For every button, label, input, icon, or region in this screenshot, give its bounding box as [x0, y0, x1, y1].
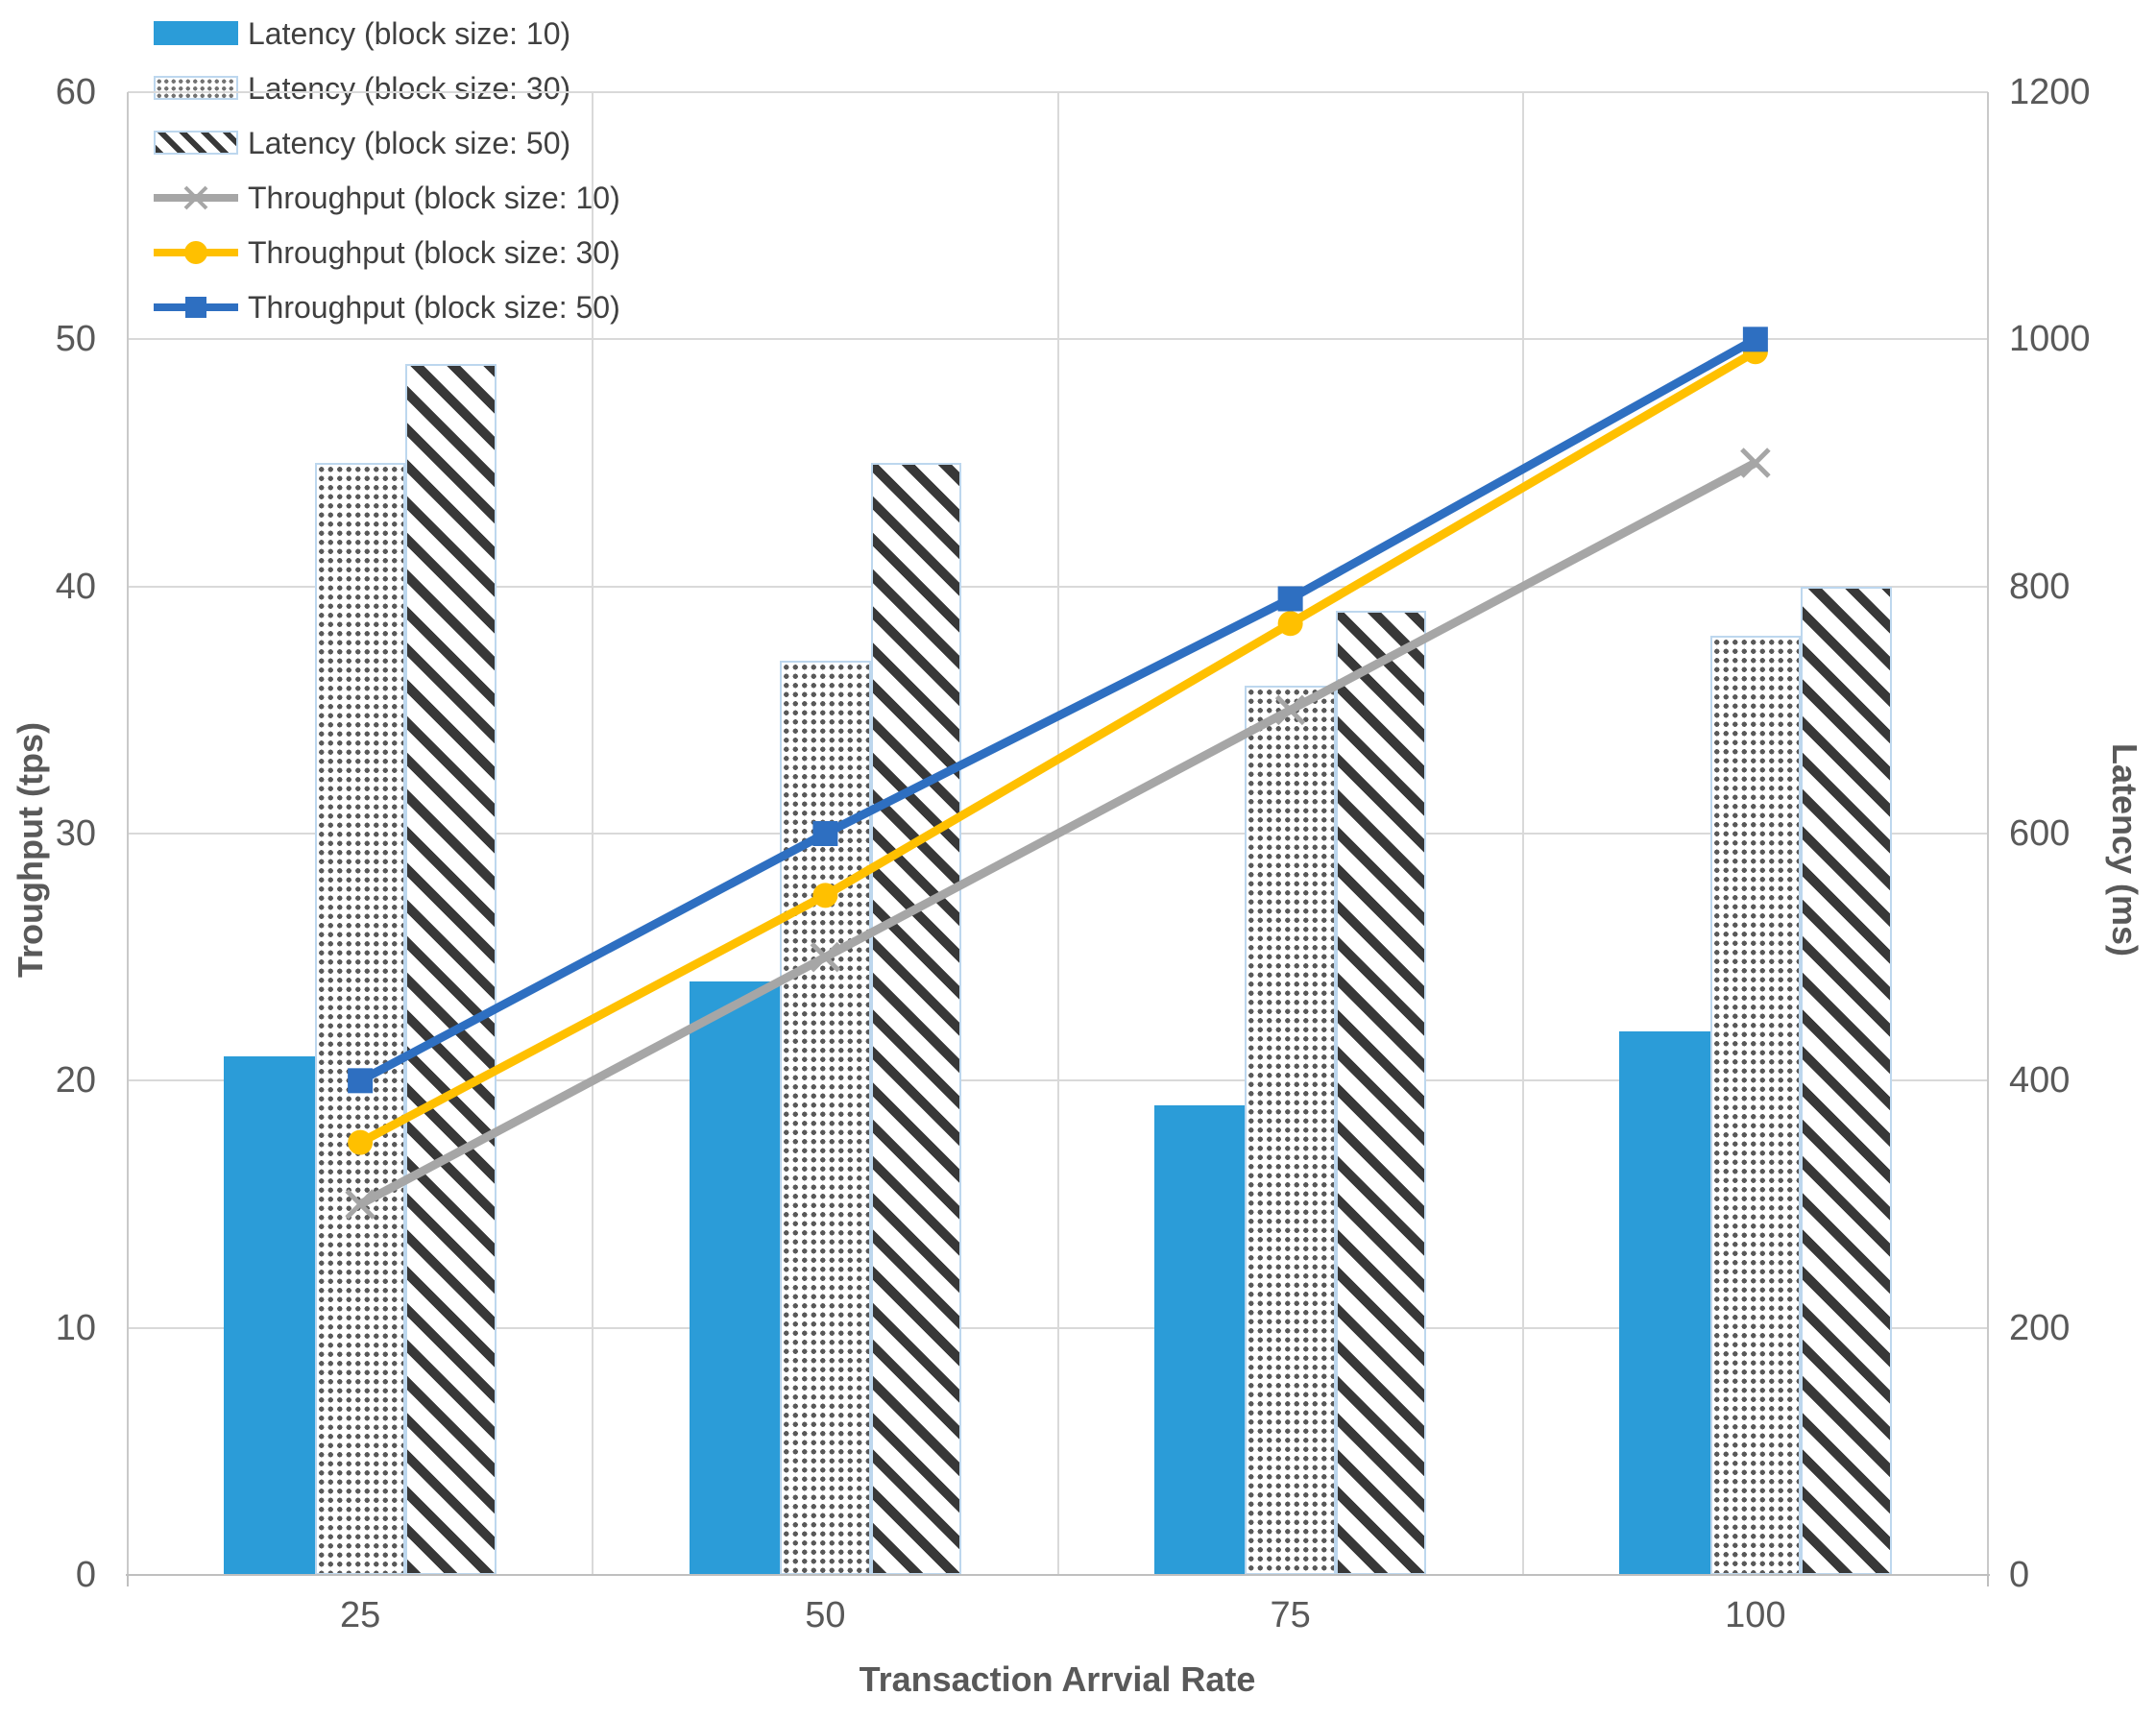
left-axis-title: Troughput (tps): [11, 722, 50, 978]
square-marker-icon: [185, 296, 206, 318]
legend-label: Latency (block size: 10): [248, 15, 571, 51]
left-axis-line: [127, 92, 129, 1575]
bar-latency-block-size-30-: [1709, 636, 1802, 1575]
legend-item: Throughput (block size: 50): [154, 279, 620, 334]
gridline-vertical: [1056, 92, 1059, 1575]
bar-latency-block-size-10-: [689, 981, 781, 1575]
x-axis-tick-label: 75: [1270, 1595, 1311, 1635]
legend: Latency (block size: 10) Latency (block s…: [154, 6, 620, 334]
legend-label: Throughput (block size: 10): [248, 180, 620, 215]
legend-item: Latency (block size: 50): [154, 115, 620, 170]
legend-swatch: [154, 130, 238, 157]
right-axis-title: Latency (ms): [2105, 742, 2144, 957]
x-marker: [1740, 448, 1771, 478]
legend-label: Throughput (block size: 50): [248, 289, 620, 325]
left-axis-tick-label: 0: [75, 1555, 96, 1595]
x-axis-tick-label: 100: [1725, 1595, 1786, 1635]
x-axis-tick-label: 50: [805, 1595, 846, 1635]
legend-item: Throughput (block size: 30): [154, 225, 620, 279]
legend-label: Latency (block size: 50): [248, 125, 571, 160]
legend-swatch-dots-bar-icon: [154, 76, 238, 100]
gridline-vertical: [1521, 92, 1524, 1575]
right-axis-tick-label: 400: [2009, 1060, 2071, 1102]
plot-area: [126, 91, 1990, 1586]
right-axis-tick-label: 800: [2009, 566, 2071, 607]
left-axis-tick-label: 30: [55, 813, 96, 854]
right-axis-line: [1987, 92, 1989, 1575]
axis-tick-mark: [1987, 1575, 1989, 1586]
legend-swatch-hatch-bar-icon: [154, 131, 238, 155]
legend-item: Throughput (block size: 10): [154, 170, 620, 225]
legend-item: Latency (block size: 30): [154, 61, 620, 115]
bar-latency-block-size-10-: [1619, 1030, 1710, 1575]
right-axis-tick-label: 200: [2009, 1307, 2071, 1348]
circle-marker-icon: [184, 240, 207, 264]
x-axis-tick-label: 25: [339, 1595, 381, 1635]
legend-swatch-solid-bar-icon: [154, 21, 238, 45]
right-axis-tick-label: 600: [2009, 813, 2071, 854]
bar-latency-block-size-30-: [1245, 685, 1336, 1575]
left-axis-tick-label: 60: [55, 72, 96, 112]
circle-marker: [1277, 611, 1303, 637]
legend-label: Throughput (block size: 30): [248, 234, 620, 270]
legend-swatch: [154, 294, 238, 321]
legend-item: Latency (block size: 10): [154, 6, 620, 61]
left-axis-tick-label: 40: [55, 566, 96, 607]
bar-latency-block-size-30-: [780, 660, 871, 1575]
bar-latency-block-size-10-: [224, 1055, 315, 1575]
gridline-vertical: [592, 92, 594, 1575]
left-axis-tick-label: 10: [55, 1307, 96, 1348]
axis-tick-mark: [127, 1575, 129, 1586]
right-axis-tick-label: 0: [2009, 1555, 2030, 1595]
x-axis-title: Transaction Arrvial Rate: [859, 1659, 1256, 1699]
bar-latency-block-size-50-: [1335, 611, 1427, 1575]
legend-swatch: [154, 75, 238, 102]
bar-latency-block-size-50-: [870, 463, 962, 1575]
circle-marker: [1742, 339, 1768, 365]
legend-label: Latency (block size: 30): [248, 70, 571, 106]
x-marker-icon: [183, 185, 208, 209]
x-axis-line: [126, 1574, 1990, 1576]
square-marker: [1277, 586, 1303, 612]
legend-swatch: [154, 20, 238, 47]
right-axis-tick-label: 1000: [2009, 319, 2091, 360]
right-axis-tick-label: 1200: [2009, 72, 2091, 112]
left-axis-tick-label: 50: [55, 319, 96, 360]
bar-latency-block-size-30-: [314, 463, 406, 1575]
legend-swatch: [154, 184, 238, 211]
bar-latency-block-size-50-: [1801, 586, 1892, 1575]
bar-latency-block-size-50-: [405, 364, 497, 1575]
left-axis-tick-label: 20: [55, 1060, 96, 1102]
bar-latency-block-size-10-: [1153, 1105, 1246, 1575]
legend-swatch: [154, 239, 238, 266]
